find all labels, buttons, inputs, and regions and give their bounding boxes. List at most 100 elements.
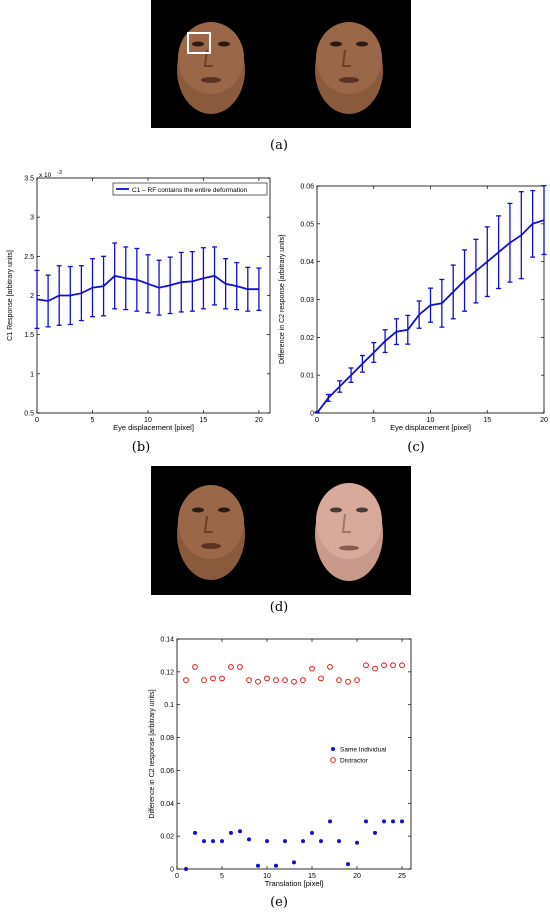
x-tick-label: 0 <box>35 417 39 424</box>
y-tick-label: 0.02 <box>300 335 314 342</box>
face-pair-a-drawing <box>151 0 411 128</box>
point-same-individual <box>202 839 206 844</box>
chart-e: 0 5 10 15 20 25 0 0.02 0.04 0.06 0.08 0.1 0.12 0.14 Tr… <box>140 630 420 892</box>
x-axis-label: Translation [pixel] <box>265 879 324 888</box>
x-tick-label: 10 <box>144 417 152 424</box>
x-tick-label: 15 <box>483 417 491 424</box>
face-pair-image-d <box>151 466 411 595</box>
point-distractor <box>192 664 198 670</box>
y-exponent-label: x 10 <box>39 172 52 179</box>
point-same-individual <box>373 830 377 835</box>
point-same-individual <box>391 819 395 824</box>
point-same-individual <box>328 819 332 824</box>
point-same-individual <box>301 839 305 844</box>
point-distractor <box>354 677 360 683</box>
point-distractor <box>345 678 351 685</box>
y-tick-label: 0.06 <box>160 768 174 775</box>
point-distractor <box>300 677 306 683</box>
y-tick-label: 0.04 <box>160 801 174 808</box>
y-tick-label: 1 <box>30 371 34 378</box>
point-same-individual <box>184 867 188 871</box>
point-distractor <box>390 662 396 669</box>
point-distractor <box>291 678 297 685</box>
point-distractor <box>264 675 270 682</box>
y-tick-label: 2.5 <box>24 254 34 261</box>
x-tick-label: 25 <box>398 873 406 880</box>
y-tick-label: 0.04 <box>300 259 314 266</box>
chart-e-svg: 0 5 10 15 20 25 0 0.02 0.04 0.06 0.08 0.1 0.12 0.14 Tr… <box>149 637 412 888</box>
caption-d: (d) <box>269 600 289 615</box>
y-axis-label: Difference in C2 response [arbitrary uni… <box>149 689 156 818</box>
point-distractor <box>273 677 279 683</box>
point-distractor <box>255 678 261 685</box>
point-distractor <box>201 677 207 683</box>
point-same-individual <box>220 839 224 844</box>
legend-label: C1 – RF contains the entire deformation <box>132 187 248 194</box>
point-same-individual <box>247 837 251 842</box>
point-same-individual <box>400 819 404 824</box>
point-same-individual <box>364 819 368 824</box>
x-tick-label: 5 <box>220 873 224 880</box>
y-tick-label: 0 <box>310 411 314 418</box>
x-tick-label: 10 <box>427 417 435 424</box>
y-tick-label: 0.14 <box>160 637 174 644</box>
point-same-individual <box>283 839 287 844</box>
y-tick-label: 2 <box>30 293 34 300</box>
point-same-individual <box>211 839 215 844</box>
chart-b: 0 5 10 15 20 0.5 1 1.5 2 2.5 3 3.5 Eye displacement … <box>0 170 275 440</box>
caption-a: (a) <box>270 138 288 153</box>
x-tick-label: 15 <box>308 873 316 880</box>
x-axis-label: Eye displacement [pixel] <box>113 423 194 432</box>
legend-box <box>112 182 268 196</box>
y-tick-label: 1.5 <box>24 332 34 339</box>
point-distractor <box>210 675 216 682</box>
point-same-individual <box>238 829 242 834</box>
y-tick-label: 0.5 <box>24 411 34 418</box>
plot-frame <box>36 177 271 414</box>
legend-label-same: Same Individual <box>340 747 387 754</box>
legend-label-distractor: Distractor <box>340 758 369 765</box>
face-pair-image-a <box>151 0 411 128</box>
y-tick-label: 0.12 <box>160 669 174 676</box>
point-distractor <box>318 675 324 682</box>
y-tick-label: 0.08 <box>160 735 174 742</box>
point-same-individual <box>229 830 233 835</box>
point-distractor <box>228 664 234 670</box>
point-same-individual <box>355 840 359 845</box>
point-same-individual <box>193 830 197 835</box>
point-same-individual <box>256 863 260 868</box>
point-same-individual <box>292 860 296 865</box>
y-tick-label: 0.03 <box>300 297 314 304</box>
x-tick-label: 5 <box>372 417 376 424</box>
point-same-individual <box>382 819 386 824</box>
y-tick-label: 3.5 <box>24 176 34 183</box>
y-exponent-power: -3 <box>57 170 62 176</box>
point-distractor <box>363 662 369 669</box>
point-same-individual <box>337 839 341 844</box>
caption-b: (b) <box>131 440 151 455</box>
y-tick-label: 0.1 <box>164 702 174 709</box>
x-tick-label: 20 <box>540 417 548 424</box>
point-distractor <box>399 662 405 669</box>
point-distractor <box>381 662 387 669</box>
x-tick-label: 5 <box>91 417 95 424</box>
point-distractor <box>237 664 243 670</box>
chart-b-svg: 0 5 10 15 20 0.5 1 1.5 2 2.5 3 3.5 Eye displacement … <box>7 170 271 432</box>
legend-marker-same <box>331 747 335 751</box>
y-tick-label: 0.05 <box>300 221 314 228</box>
chart-c: 0 5 10 15 20 0 0.01 0.02 0.03 0.04 0.05 0.06 Eye dis… <box>275 170 550 440</box>
y-tick-label: 3 <box>30 215 34 222</box>
point-distractor <box>282 677 288 683</box>
point-distractor <box>246 677 252 683</box>
y-tick-label: 0.02 <box>160 834 174 841</box>
point-distractor <box>336 677 342 683</box>
face-deformed <box>315 22 383 114</box>
y-tick-label: 0 <box>170 867 174 874</box>
point-distractor <box>219 675 225 682</box>
x-axis-label: Eye displacement [pixel] <box>390 423 471 432</box>
point-same-individual <box>319 839 323 844</box>
point-distractor <box>372 665 378 672</box>
point-same-individual <box>274 863 278 868</box>
point-same-individual <box>310 830 314 835</box>
caption-c: (c) <box>407 440 425 455</box>
